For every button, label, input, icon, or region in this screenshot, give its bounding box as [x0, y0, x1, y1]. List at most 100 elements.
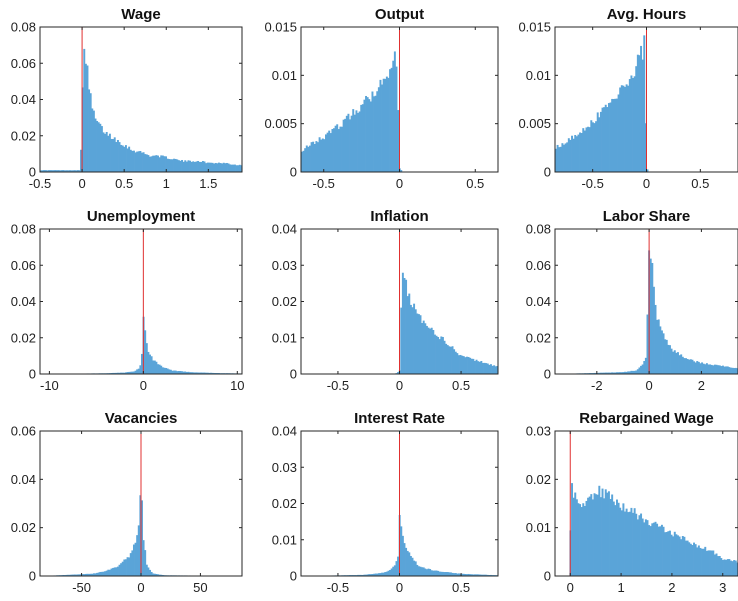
histogram-bar [238, 164, 241, 172]
histogram-bar [56, 170, 58, 172]
histogram-bar [417, 314, 420, 374]
histogram-bar [651, 523, 654, 576]
histogram-bar [165, 156, 167, 172]
histogram-bar [593, 123, 596, 172]
histogram-bar [92, 573, 95, 576]
histogram-bar [696, 547, 699, 576]
histogram-bar [717, 365, 720, 374]
histogram-bar [360, 104, 363, 172]
histogram-bar [137, 525, 140, 576]
y-tick-label: 0.01 [272, 532, 297, 547]
histogram-bar [136, 369, 139, 374]
histogram-bar [373, 573, 376, 576]
histogram-bar [709, 364, 712, 374]
histogram-bar [132, 150, 135, 172]
histogram-bar [81, 574, 84, 576]
interest-rate-title: Interest Rate [354, 410, 445, 427]
output-histogram: Output -0.5 0 0.5 0 0.005 0.01 0.015 [264, 6, 499, 191]
histogram-bar [644, 357, 647, 374]
histogram-bar [123, 559, 126, 576]
histogram-bar [233, 164, 236, 172]
histogram-bar [44, 170, 47, 172]
histogram-bar [619, 372, 622, 374]
histogram-bar [571, 483, 574, 576]
histogram-bar [385, 571, 388, 576]
histogram-bar [734, 367, 737, 374]
histogram-bar [459, 573, 462, 576]
y-tick-label: 0.01 [526, 520, 551, 535]
histogram-bar [561, 143, 564, 172]
vacancies-histogram: Vacancies -50 0 50 0 0.02 0.04 0.06 [11, 410, 243, 595]
histogram-bar [609, 372, 612, 374]
histogram-bar [374, 95, 377, 172]
y-tick-label: 0.03 [526, 424, 551, 439]
histogram-bar [78, 574, 81, 576]
histogram-bar [443, 572, 446, 576]
histogram-bar [76, 574, 79, 576]
histogram-bar [451, 572, 454, 576]
histogram-bar [563, 144, 565, 172]
histogram-bar [385, 76, 388, 172]
histogram-bar [99, 571, 102, 576]
x-tick-label: -50 [72, 580, 91, 595]
y-tick-label: 0 [290, 367, 297, 382]
vacancies-title: Vacancies [105, 410, 178, 427]
histogram-bar [387, 77, 390, 172]
histogram-bar [200, 372, 203, 374]
histogram-bar [401, 272, 404, 374]
histogram-bar [574, 134, 577, 172]
histogram-bar [456, 353, 459, 374]
histogram-bar [57, 170, 60, 172]
histogram-bar [213, 163, 216, 172]
histogram-bar [80, 149, 83, 172]
histogram-bar [485, 363, 488, 374]
histogram-bar [681, 356, 684, 374]
histogram-bar [477, 574, 480, 576]
histogram-bar [672, 536, 675, 576]
histogram-bar [571, 135, 574, 172]
histogram-bar [203, 372, 206, 374]
histogram-bar [493, 365, 496, 374]
histogram-bar [350, 115, 353, 172]
histogram-bar [347, 113, 350, 172]
histogram-bar [176, 159, 179, 172]
histogram-bar [169, 369, 172, 374]
histogram-bar [309, 145, 311, 172]
histogram-bar [177, 160, 180, 172]
histogram-bar [321, 138, 324, 172]
histogram-bar [646, 169, 649, 172]
histogram-bar [315, 141, 318, 172]
histogram-bar [113, 372, 116, 374]
histogram-bar [733, 560, 736, 576]
histogram-bar [424, 323, 427, 374]
histogram-bar [366, 574, 369, 576]
histogram-bar [395, 561, 398, 576]
histogram-bar [107, 569, 110, 576]
histogram-bar [604, 372, 607, 374]
histogram-bar [377, 573, 380, 576]
histogram-bar [187, 160, 190, 172]
histogram-bar [360, 574, 363, 576]
histogram-bar [174, 370, 177, 374]
histogram-bar [323, 139, 326, 172]
histogram-bar [448, 346, 451, 374]
histogram-bar [137, 151, 140, 172]
histogram-bar [358, 574, 361, 576]
histogram-bar [464, 357, 467, 374]
histogram-bar [433, 570, 436, 576]
histogram-bar [446, 572, 449, 576]
histogram-bar [438, 339, 441, 374]
histogram-bar [171, 370, 174, 374]
histogram-bar [237, 165, 240, 172]
histogram-bar [344, 118, 347, 172]
histogram-bar [599, 497, 602, 576]
histogram-bar [328, 130, 331, 172]
histogram-bar [721, 365, 724, 374]
histogram-bar [603, 372, 606, 374]
histogram-bar [116, 372, 119, 374]
histogram-bar [449, 572, 452, 576]
histogram-bar [704, 546, 707, 576]
histogram-bar [368, 99, 371, 172]
histogram-bar [630, 507, 633, 576]
histogram-bar [158, 364, 161, 374]
